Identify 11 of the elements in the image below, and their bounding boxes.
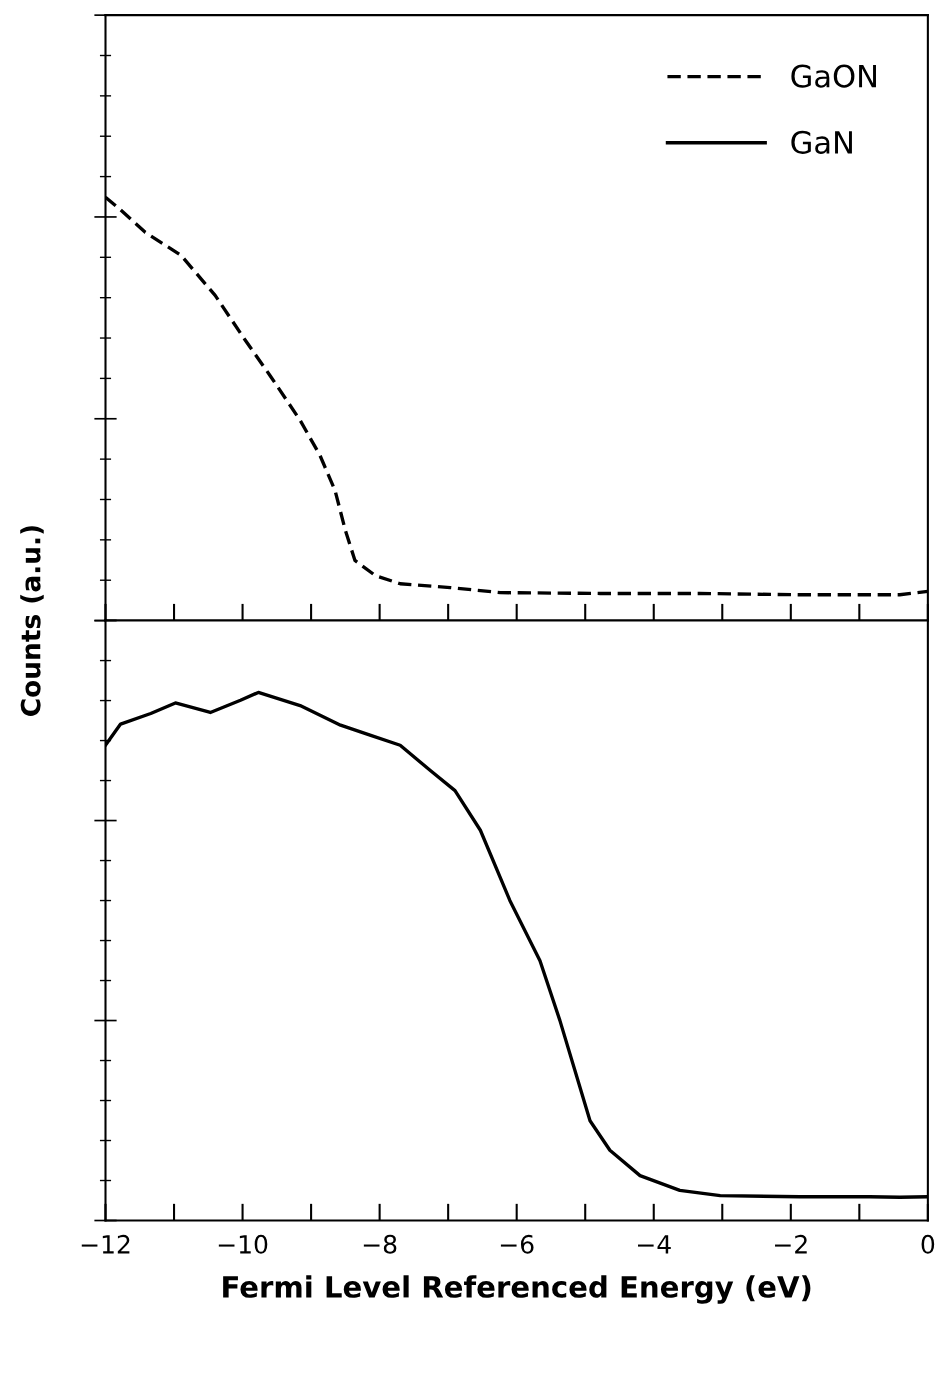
x-tick-label: −6 xyxy=(500,1234,534,1254)
x-tick-label: −2 xyxy=(775,1234,807,1254)
x-tick-label: −12 xyxy=(81,1234,130,1254)
y-axis-title: Counts (a.u.) xyxy=(20,526,44,716)
x-tick-label: −4 xyxy=(637,1235,671,1254)
x-tick-label: −10 xyxy=(218,1234,268,1254)
legend-label: GaON xyxy=(791,64,876,88)
text: GaN xyxy=(791,130,852,154)
x-tick-label: −8 xyxy=(363,1234,397,1254)
x-axis-title: Fermi Level Referenced Energy (eV) xyxy=(223,1275,811,1304)
x-tick-label: 0 xyxy=(921,1234,935,1254)
